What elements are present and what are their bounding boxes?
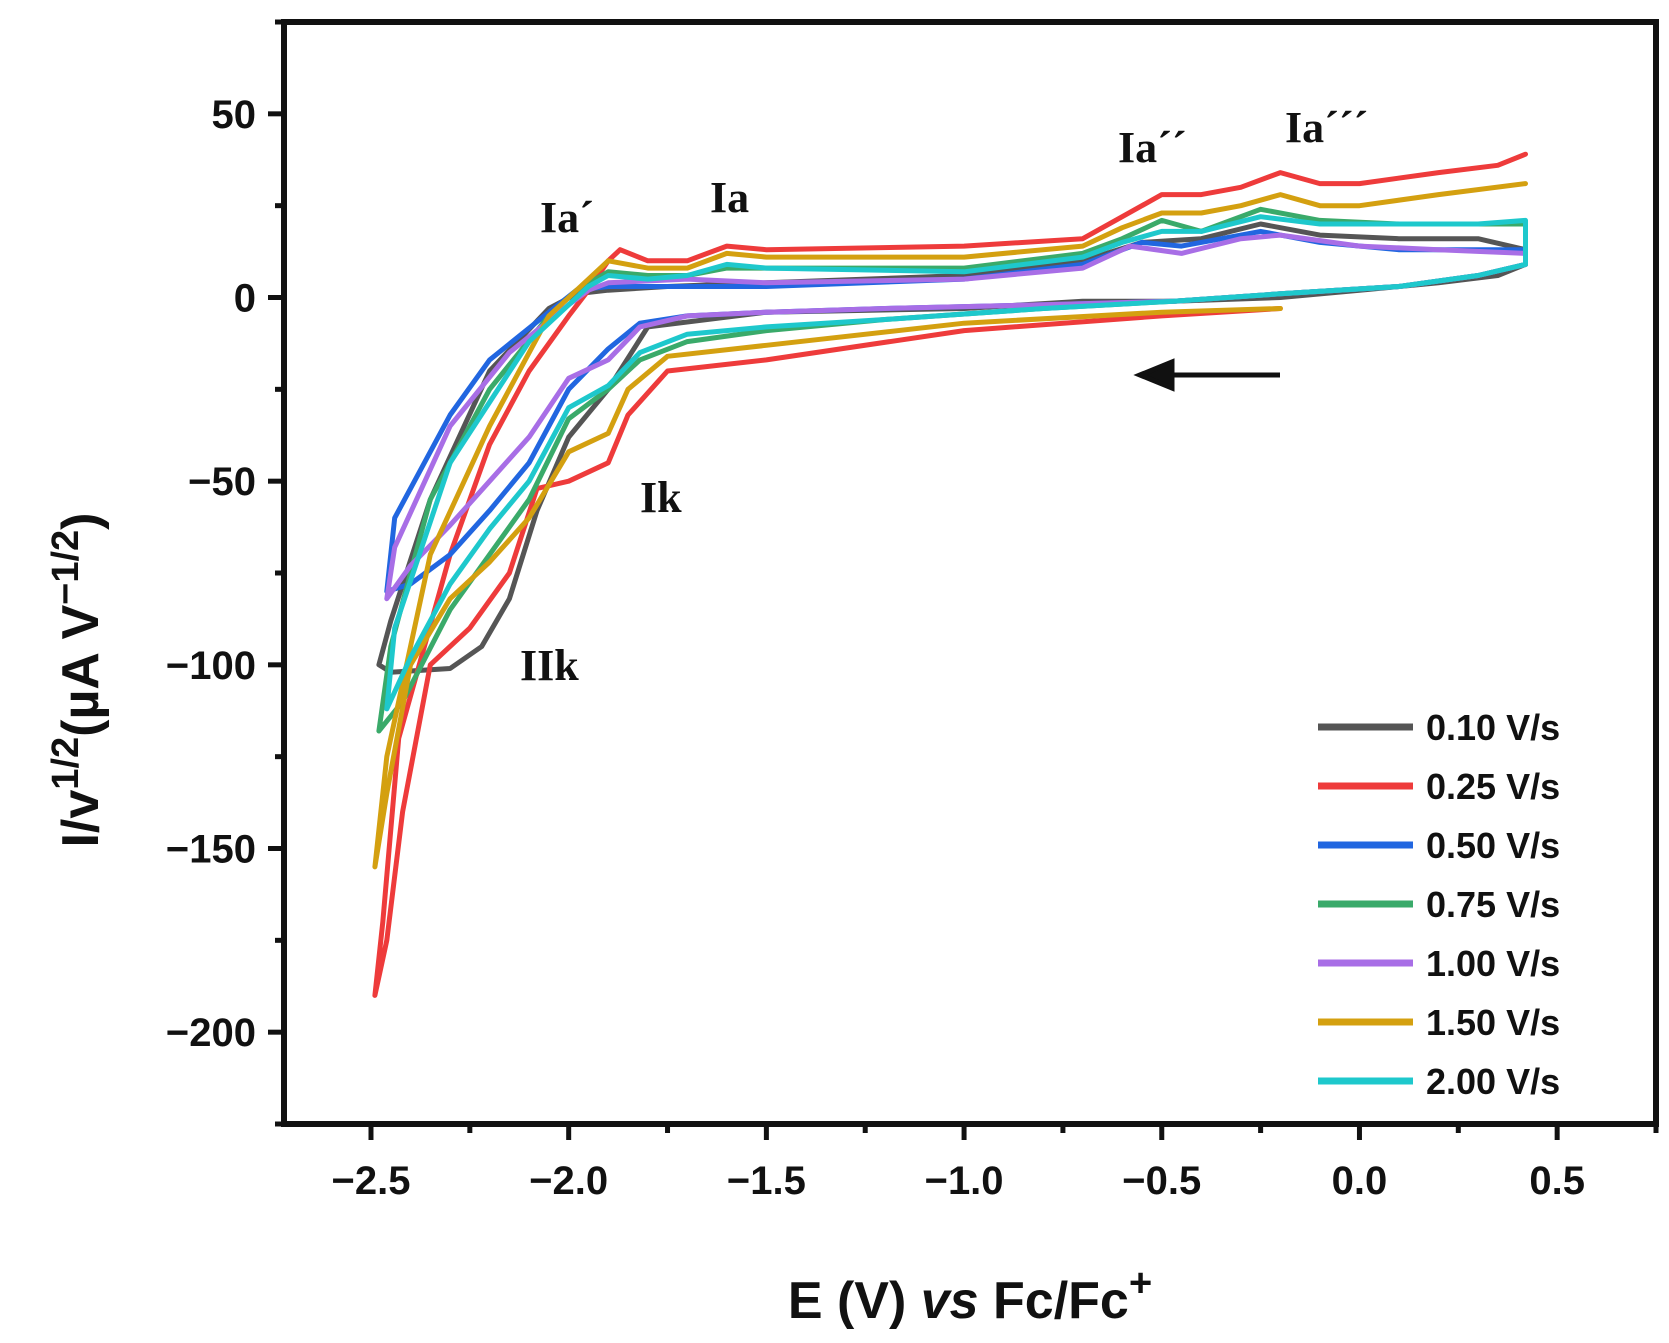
y-title-base: I/v (52, 790, 110, 848)
svg-text:I/v1/2(µA V−1/2): I/v1/2(µA V−1/2) (45, 512, 110, 847)
y-tick-label: −50 (188, 460, 256, 504)
tick-layer: −2.5 −2.0 −1.5 −1.0 −0.5 0.0 0.5 50 0 −50 −100 −150… (166, 19, 1659, 1203)
annotation-ia-prime: Ia´ (540, 193, 594, 242)
y-axis-title: I/v1/2(µA V−1/2) (45, 512, 110, 847)
legend-label-5: 1.50 V/s (1426, 1002, 1560, 1043)
legend-label-2: 0.50 V/s (1426, 825, 1560, 866)
annotation-ia-triple-prime: Ia´´´ (1285, 103, 1368, 152)
y-tick-label: −200 (166, 1011, 256, 1055)
x-tick-label: 0.5 (1529, 1159, 1585, 1203)
y-tick-label: −100 (166, 644, 256, 688)
legend-label-6: 2.00 V/s (1426, 1061, 1560, 1102)
x-tick-label: −1.5 (727, 1159, 806, 1203)
series-line-5 (372, 181, 1528, 870)
svg-text:E (V) vs Fc/Fc+: E (V) vs Fc/Fc+ (788, 1261, 1152, 1330)
x-tick-label: 0.0 (1332, 1159, 1388, 1203)
y-tick-label: 0 (234, 277, 256, 321)
legend-label-3: 0.75 V/s (1426, 884, 1560, 925)
annotation-layer: Ia´ Ia Ia´´ Ia´´´ Ik IIk (520, 103, 1368, 690)
series-layer (372, 151, 1528, 998)
y-title-sup1: 1/2 (45, 737, 87, 790)
y-tick-label: 50 (212, 93, 257, 137)
x-tick-label: −0.5 (1122, 1159, 1201, 1203)
x-tick-label: −2.5 (332, 1159, 411, 1203)
series-line-6 (384, 214, 1528, 712)
annotation-iik: IIk (520, 641, 579, 690)
series-line-4 (384, 232, 1528, 602)
x-tick-label: −2.0 (529, 1159, 608, 1203)
annotation-ia-double-prime: Ia´´ (1118, 123, 1186, 172)
legend-label-0: 0.10 V/s (1426, 707, 1560, 748)
y-title-end: ) (52, 512, 110, 529)
annotation-ik: Ik (640, 473, 682, 522)
x-title-italic: vs (921, 1272, 979, 1330)
y-tick-label: −150 (166, 828, 256, 872)
legend-label-1: 0.25 V/s (1426, 766, 1560, 807)
series-line-1 (372, 151, 1528, 998)
x-title-pre: E (V) (788, 1272, 921, 1330)
annotation-ia: Ia (710, 173, 749, 222)
plot-area: −2.5 −2.0 −1.5 −1.0 −0.5 0.0 0.5 50 0 −50 −100 −150… (166, 19, 1659, 1203)
x-tick-label: −1.0 (925, 1159, 1004, 1203)
x-title-post: Fc/Fc (979, 1272, 1129, 1330)
y-title-sup2: −1/2 (45, 530, 87, 605)
scan-direction-arrow (1133, 358, 1280, 392)
legend-label-4: 1.00 V/s (1426, 943, 1560, 984)
x-axis-title: E (V) vs Fc/Fc+ (788, 1261, 1152, 1330)
series-line-2 (384, 228, 1528, 594)
x-title-sup: + (1129, 1261, 1152, 1305)
y-title-mid: (µA V (52, 605, 110, 737)
legend: 0.10 V/s 0.25 V/s 0.50 V/s 0.75 V/s 1.00 V/s… (1318, 707, 1560, 1102)
